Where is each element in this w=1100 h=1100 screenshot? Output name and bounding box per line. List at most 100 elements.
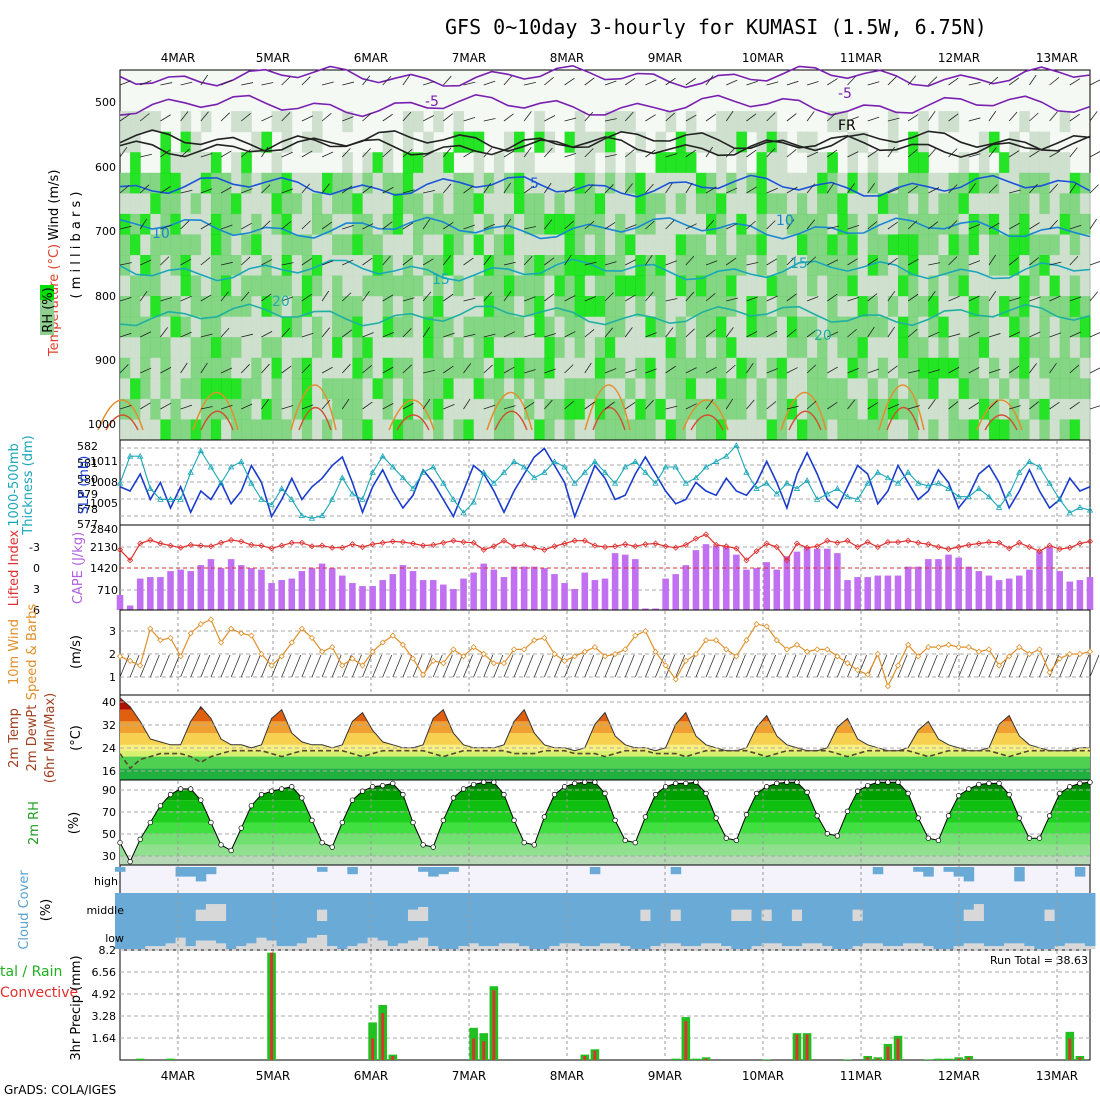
rh-cell (210, 296, 222, 318)
rh-cell (948, 255, 960, 277)
y-tick-label: 1008 (90, 476, 118, 489)
rh-cell (170, 296, 182, 318)
wind-barb (907, 149, 918, 158)
rh-cell (594, 193, 606, 215)
cloud-block (963, 921, 975, 944)
wind-barb (301, 183, 310, 194)
cloud-block (135, 921, 146, 949)
wind-barb (725, 327, 734, 338)
rh-cell (857, 193, 869, 215)
wind-barb (1069, 331, 1081, 338)
rh-cell (291, 357, 303, 379)
rh-cell (645, 296, 657, 318)
rh-cell (271, 419, 283, 441)
rh-cell (241, 337, 252, 359)
wind-barb (1029, 296, 1041, 302)
rh-cell (605, 172, 616, 194)
cloud-block (670, 867, 682, 875)
rh-cell (887, 357, 899, 379)
wind-barb (1069, 113, 1080, 122)
wind-barb (604, 80, 617, 86)
rh-cell (382, 213, 394, 235)
rh-cell (786, 357, 798, 379)
cloud-block (933, 893, 944, 921)
thickness-point (844, 493, 851, 500)
wind-point (298, 625, 305, 632)
rh-cell (413, 172, 424, 194)
cloud-block (387, 921, 399, 947)
rh-cell (1029, 419, 1040, 441)
rh-cell (271, 337, 283, 359)
rh-point (410, 819, 416, 826)
rh-cell (554, 378, 566, 400)
rh-cell (200, 152, 212, 174)
contour-label: 10 (152, 226, 170, 242)
wind-barb (786, 186, 798, 194)
wind-barb (402, 297, 415, 302)
wind-barb (948, 148, 958, 158)
surface-barb (442, 654, 453, 678)
wind-barb (948, 401, 959, 410)
rh-cell (503, 398, 515, 420)
rh-point (693, 779, 699, 785)
rh-cell (342, 296, 353, 318)
rh-cell (402, 337, 414, 359)
cape-bar (652, 608, 659, 610)
wind-barb (968, 402, 980, 410)
thickness-point (925, 482, 932, 489)
rh-cell (867, 193, 879, 215)
cloud-block (276, 893, 288, 921)
rh-cell (887, 296, 899, 318)
lifted-index-point (945, 546, 952, 553)
lifted-index-point (1046, 542, 1053, 549)
rh-cell (301, 234, 313, 256)
wind-barb (705, 113, 717, 122)
rh-cell (605, 111, 616, 133)
top-date-axis: 4MAR 5MAR 6MAR 7MAR 8MAR 9MAR 10MAR 11MAR 12MAR 1… (161, 51, 1078, 65)
cape-bar (389, 574, 397, 610)
wind-barb (422, 291, 432, 302)
rh-cell (190, 275, 202, 297)
contour-label: -5 (838, 86, 852, 102)
rh-cell (1009, 213, 1020, 235)
rh-cell (978, 378, 990, 400)
rh-cell (322, 296, 333, 318)
rh-point (612, 817, 618, 823)
precip-conv-bar (1068, 1038, 1072, 1060)
wind-barb (544, 147, 553, 158)
surface-barb (200, 654, 211, 678)
y-tick-label: 580 (77, 473, 98, 486)
rh-cell (200, 398, 212, 420)
rh-cell (847, 419, 859, 441)
rh-cell (756, 172, 768, 194)
cape-bar (1086, 577, 1094, 610)
bottom-date-label: 10MAR (742, 1069, 784, 1083)
rh-cell (1079, 193, 1091, 215)
cloud-block (195, 921, 207, 941)
rh-cell (514, 255, 525, 277)
wind-barb (160, 186, 171, 194)
rh-cell (200, 419, 212, 441)
cloud-block (711, 893, 722, 921)
surface-barb (917, 654, 928, 678)
rh-point (834, 833, 841, 839)
rh-cell (605, 419, 616, 441)
rh-cell (574, 419, 586, 441)
rh-cell (928, 172, 939, 194)
rh-cell (524, 398, 535, 420)
contour-label: -5 (425, 94, 439, 110)
surface-barb (634, 654, 645, 678)
cape-bar (480, 563, 488, 610)
rh-cell (827, 234, 838, 256)
wind-point (935, 644, 942, 651)
warm-contour (494, 410, 528, 431)
cape-bar (470, 572, 477, 610)
wind-barb (584, 296, 597, 302)
rh-cell (382, 316, 394, 338)
surface-barb (786, 654, 797, 678)
rh-cell (968, 316, 980, 338)
rh-cell (200, 255, 212, 277)
rh-cell (827, 296, 838, 318)
precip-total-bar (135, 1058, 145, 1060)
thickness-series (116, 442, 1094, 521)
